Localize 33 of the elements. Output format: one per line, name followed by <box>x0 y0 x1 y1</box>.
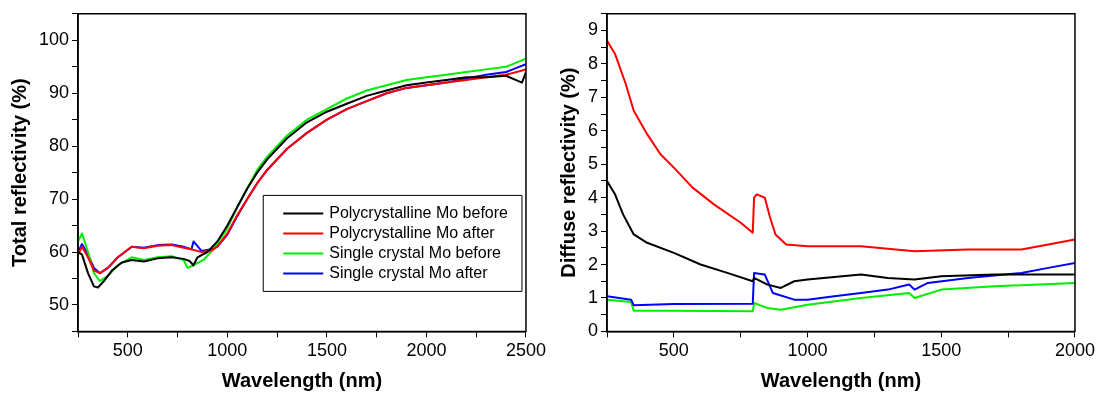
y-tick-label: 100 <box>38 29 70 50</box>
x-tick-label: 2500 <box>505 340 546 361</box>
y-tick-label: 90 <box>49 82 70 103</box>
y-tick-label: 60 <box>49 240 70 261</box>
y-tick-label: 50 <box>49 293 70 314</box>
y-tick-label: 1 <box>588 286 599 307</box>
y-tick-label: 3 <box>588 220 599 241</box>
x-tick-label: 1000 <box>787 340 828 361</box>
y-tick-label: 4 <box>588 186 599 207</box>
y-tick-label: 9 <box>588 19 599 40</box>
x-tick-label: 1500 <box>921 340 962 361</box>
x-tick-label: 500 <box>112 340 143 361</box>
x-tick-label: 2000 <box>406 340 447 361</box>
y-tick-label: 70 <box>49 188 70 209</box>
legend-label: Polycrystalline Mo after <box>329 223 496 241</box>
x-tick-label: 1000 <box>207 340 248 361</box>
x-axis-title: Wavelength (nm) <box>760 368 922 391</box>
y-tick-label: 5 <box>588 153 599 174</box>
y-tick-label: 8 <box>588 52 599 73</box>
legend-label: Single crystal Mo before <box>329 243 501 261</box>
y-tick-label: 2 <box>588 253 599 274</box>
legend-label: Single crystal Mo after <box>329 263 489 281</box>
legend-label: Polycrystalline Mo before <box>329 203 509 221</box>
y-tick-label: 80 <box>49 135 70 156</box>
y-tick-label: 6 <box>588 119 599 140</box>
x-axis-title: Wavelength (nm) <box>221 368 383 391</box>
y-tick-label: 7 <box>588 86 599 107</box>
x-tick-label: 500 <box>658 340 689 361</box>
y-axis-title: Total reflectivity (%) <box>7 78 30 267</box>
y-tick-label: 0 <box>588 320 599 341</box>
x-tick-label: 2000 <box>1054 340 1095 361</box>
x-tick-label: 1500 <box>306 340 347 361</box>
y-axis-title: Diffuse reflectivity (%) <box>556 67 579 278</box>
